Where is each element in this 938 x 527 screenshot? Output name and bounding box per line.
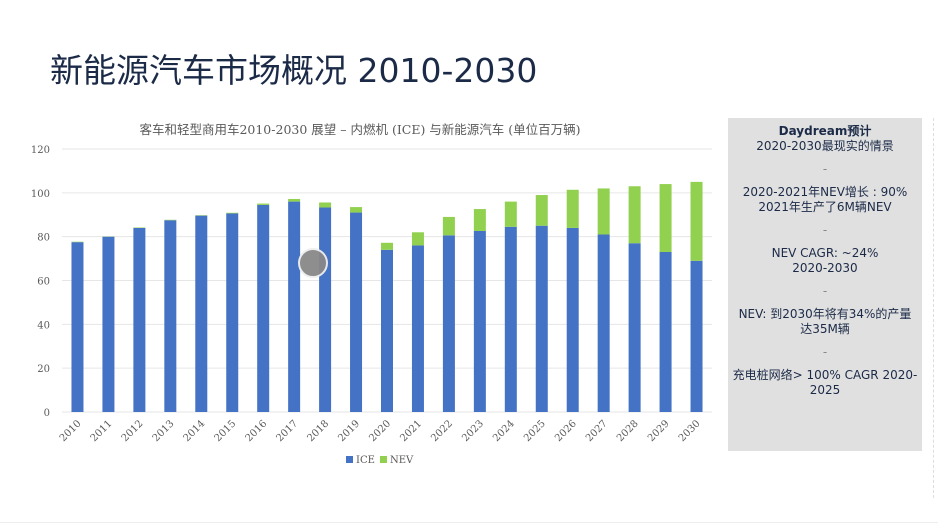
y-tick-label: 20 xyxy=(37,364,50,375)
panel-separator: - xyxy=(822,345,828,359)
x-tick-label: 2010 xyxy=(58,418,84,444)
x-tick-label: 2027 xyxy=(584,418,610,444)
bar-ice-2025 xyxy=(535,225,548,412)
legend: ICE NEV xyxy=(346,455,414,466)
bar-nev-2017 xyxy=(288,198,301,202)
bar-nev-2026 xyxy=(566,189,579,228)
panel-line: 充电桩网络> 100% CAGR 2020- xyxy=(732,368,918,382)
bar-nev-2023 xyxy=(473,209,486,231)
legend-swatch-ice xyxy=(346,456,353,463)
page-title: 新能源汽车市场概况 2010-2030 xyxy=(50,51,538,90)
x-tick-label: 2019 xyxy=(336,418,362,444)
forecast-panel: Daydream预计 2020-2030最现实的情景 - 2020-2021年NEV… xyxy=(728,118,922,451)
bar-ice-2022 xyxy=(442,235,455,412)
bar-nev-2024 xyxy=(504,201,517,227)
stacked-bar-chart: 客车和轻型商用车2010-2030 展望 – 内燃机 (ICE) 与新能源汽车 … xyxy=(31,122,712,466)
x-tick-label: 2020 xyxy=(367,418,393,444)
x-tick-label: 2011 xyxy=(89,418,115,444)
bar-ice-2027 xyxy=(597,234,610,412)
legend-label-ice: ICE xyxy=(356,455,375,466)
panel-separator: - xyxy=(822,223,828,237)
x-tick-label: 2014 xyxy=(182,418,208,444)
y-tick-label: 40 xyxy=(37,320,50,331)
x-tick-label: 2016 xyxy=(244,418,270,444)
legend-label-nev: NEV xyxy=(390,455,414,466)
legend-swatch-nev xyxy=(380,456,387,463)
bar-nev-2029 xyxy=(659,184,672,253)
divider xyxy=(0,522,938,523)
bar-nev-2030 xyxy=(690,181,703,261)
bar-ice-2014 xyxy=(195,215,208,412)
panel-line: NEV: 到2030年将有34%的产量 xyxy=(738,307,912,321)
panel-line: 达35M辆 xyxy=(800,322,850,336)
panel-separator: - xyxy=(822,162,828,176)
bar-ice-2015 xyxy=(226,213,239,412)
x-tick-label: 2022 xyxy=(429,418,455,444)
bar-ice-2021 xyxy=(411,245,424,412)
bar-ice-2026 xyxy=(566,227,579,412)
bar-nev-2018 xyxy=(319,202,332,208)
bar-ice-2029 xyxy=(659,252,672,412)
bar-nev-2021 xyxy=(411,232,424,246)
chart-title: 客车和轻型商用车2010-2030 展望 – 内燃机 (ICE) 与新能源汽车 … xyxy=(139,122,580,137)
panel-line: 2020-2021年NEV增长 : 90% xyxy=(742,185,908,199)
y-tick-label: 80 xyxy=(37,233,50,244)
x-tick-label: 2015 xyxy=(213,418,239,444)
x-tick-label: 2024 xyxy=(491,418,517,444)
x-tick-label: 2021 xyxy=(398,418,424,444)
bar-ice-2017 xyxy=(288,201,301,412)
bar-ice-2028 xyxy=(628,243,641,412)
y-tick-label: 60 xyxy=(37,277,50,288)
bar-ice-2018 xyxy=(319,207,332,412)
bar-nev-2028 xyxy=(628,186,641,244)
bar-ice-2010 xyxy=(71,242,84,412)
bar-nev-2015 xyxy=(226,212,239,214)
x-tick-label: 2028 xyxy=(615,418,641,444)
bar-ice-2016 xyxy=(257,204,270,412)
cursor-indicator xyxy=(298,248,328,278)
x-tick-label: 2026 xyxy=(553,418,579,444)
x-tick-label: 2013 xyxy=(151,418,177,444)
x-tick-label: 2012 xyxy=(120,418,146,444)
panel-heading: Daydream预计 xyxy=(778,124,872,138)
bar-ice-2020 xyxy=(381,249,393,412)
panel-line: 2020-2030最现实的情景 xyxy=(756,139,894,153)
bar-ice-2013 xyxy=(164,220,177,412)
x-tick-label: 2017 xyxy=(274,418,300,444)
x-tick-label: 2025 xyxy=(522,418,548,444)
x-tick-label: 2029 xyxy=(646,418,672,444)
bar-nev-2019 xyxy=(350,207,363,213)
x-tick-label: 2018 xyxy=(305,418,331,444)
panel-line: 2021年生产了6M辆NEV xyxy=(758,200,892,214)
bar-ice-2024 xyxy=(504,226,517,412)
panel-line: 2025 xyxy=(809,383,841,397)
bar-ice-2019 xyxy=(350,212,363,412)
bar-nev-2020 xyxy=(381,242,393,250)
bar-nev-2016 xyxy=(257,203,270,205)
bar-ice-2012 xyxy=(133,227,146,412)
panel-line: 2020-2030 xyxy=(792,261,858,275)
y-tick-label: 100 xyxy=(31,189,50,200)
bar-nev-2022 xyxy=(442,216,455,236)
panel-separator: - xyxy=(822,284,828,298)
y-tick-label: 0 xyxy=(44,408,50,419)
bar-nev-2025 xyxy=(535,195,548,226)
bar-nev-2027 xyxy=(597,188,610,235)
bar-ice-2030 xyxy=(690,260,703,412)
x-tick-label: 2023 xyxy=(460,418,486,444)
divider xyxy=(933,118,934,498)
panel-line: NEV CAGR: ~24% xyxy=(771,246,879,260)
bar-ice-2023 xyxy=(473,230,486,412)
x-tick-label: 2030 xyxy=(677,418,703,444)
y-tick-label: 120 xyxy=(31,145,50,156)
bar-ice-2011 xyxy=(102,236,115,412)
